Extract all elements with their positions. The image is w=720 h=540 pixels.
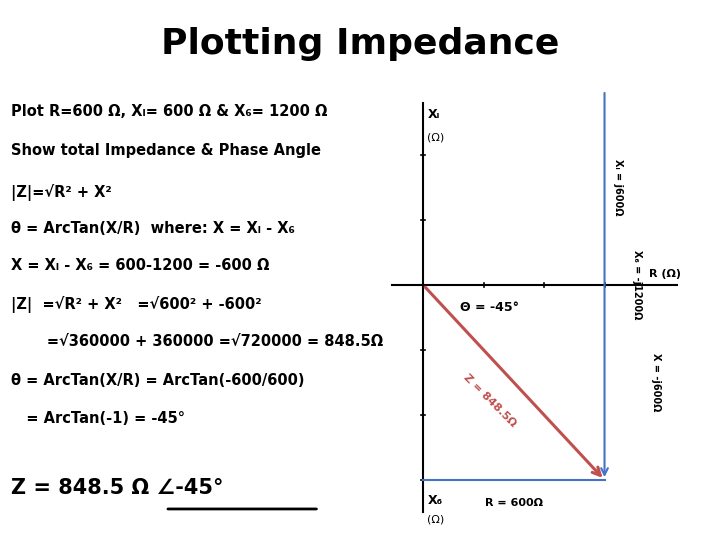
Text: X₆ = -j1200Ω: X₆ = -j1200Ω [631,251,642,320]
Text: X = -j600Ω: X = -j600Ω [652,353,662,411]
Text: |Z|  =√R² + X²   =√600² + -600²: |Z| =√R² + X² =√600² + -600² [11,296,261,313]
Text: Xₗ: Xₗ [428,107,440,121]
Text: R (Ω): R (Ω) [649,269,681,279]
Text: Z = 848.5 Ω ∠-45°: Z = 848.5 Ω ∠-45° [11,478,223,498]
Text: R = 600Ω: R = 600Ω [485,498,543,508]
Text: θ = ArcTan(X/R) = ArcTan(-600/600): θ = ArcTan(X/R) = ArcTan(-600/600) [11,374,305,388]
Text: = ArcTan(-1) = -45°: = ArcTan(-1) = -45° [11,411,185,426]
Text: Xₗ = j600Ω: Xₗ = j600Ω [613,159,623,216]
Text: Θ = -45°: Θ = -45° [459,301,518,314]
Text: Plotting Impedance: Plotting Impedance [161,26,559,60]
Text: X = Xₗ - X₆ = 600-1200 = -600 Ω: X = Xₗ - X₆ = 600-1200 = -600 Ω [11,258,269,273]
Text: (Ω): (Ω) [428,133,445,143]
Text: |Z|=√R² + X²: |Z|=√R² + X² [11,184,112,201]
Text: Show total Impedance & Phase Angle: Show total Impedance & Phase Angle [11,143,321,158]
Text: =√360000 + 360000 =√720000 = 848.5Ω: =√360000 + 360000 =√720000 = 848.5Ω [11,334,383,349]
Text: (Ω): (Ω) [428,515,445,525]
Text: Plot R=600 Ω, Xₗ= 600 Ω & X₆= 1200 Ω: Plot R=600 Ω, Xₗ= 600 Ω & X₆= 1200 Ω [11,104,328,119]
Text: X₆: X₆ [428,494,443,507]
Text: Z = 848.5Ω: Z = 848.5Ω [462,372,518,429]
Text: θ = ArcTan(X/R)  where: X = Xₗ - X₆: θ = ArcTan(X/R) where: X = Xₗ - X₆ [11,221,295,235]
